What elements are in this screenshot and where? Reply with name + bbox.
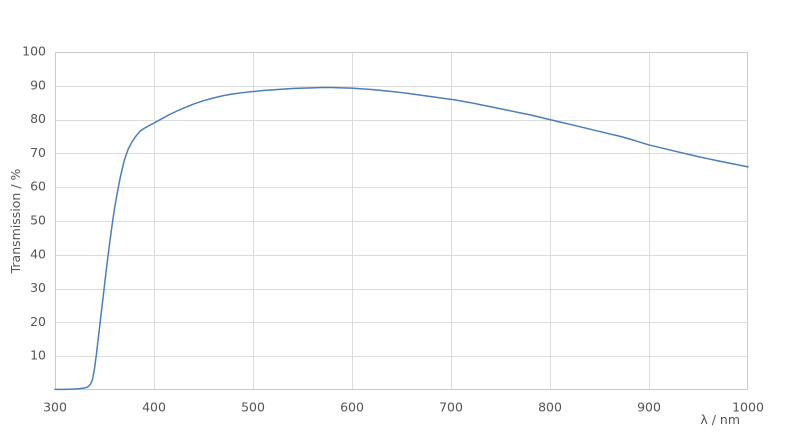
x-tick-label: 800 — [538, 400, 562, 415]
y-tick-label: 90 — [30, 77, 46, 92]
plot-frame — [55, 52, 748, 390]
y-axis-title: Transmission / % — [8, 168, 23, 274]
y-tick-label: 10 — [30, 348, 46, 363]
data-series-layer — [54, 86, 749, 391]
x-tick-label: 700 — [439, 400, 463, 415]
x-axis-tick-labels: 300 400 500 600 700 800 900 1000 — [43, 400, 764, 415]
x-tick-label: 600 — [340, 400, 364, 415]
y-tick-label: 60 — [30, 179, 46, 194]
x-tick-label: 1000 — [732, 400, 764, 415]
y-axis-tick-labels: 10 20 30 40 50 60 70 80 90 100 — [22, 44, 46, 363]
series-line-0 — [54, 86, 749, 391]
plot-border — [55, 52, 748, 390]
x-tick-label: 400 — [142, 400, 166, 415]
y-tick-label: 20 — [30, 314, 46, 329]
y-tick-label: 70 — [30, 145, 46, 160]
y-tick-label: 50 — [30, 213, 46, 228]
y-tick-label: 80 — [30, 111, 46, 126]
y-tick-label: 40 — [30, 246, 46, 261]
gridlines — [55, 52, 748, 390]
y-tick-label: 100 — [22, 44, 46, 59]
x-tick-label: 500 — [241, 400, 265, 415]
y-tick-label: 30 — [30, 280, 46, 295]
x-axis-title: λ / nm — [700, 412, 740, 427]
x-tick-label: 900 — [637, 400, 661, 415]
x-tick-label: 300 — [43, 400, 67, 415]
